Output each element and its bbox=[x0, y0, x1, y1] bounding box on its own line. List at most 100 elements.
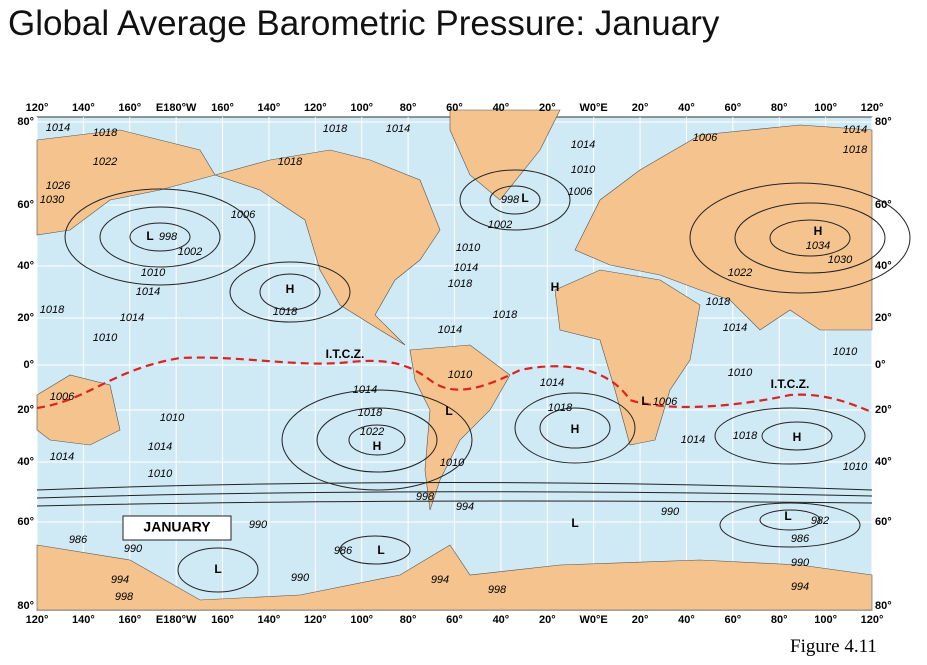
pressure-center: L bbox=[784, 509, 791, 523]
isobar-label: 998 bbox=[501, 194, 520, 206]
isobar-label: 982 bbox=[811, 515, 829, 527]
isobar-label: 1014 bbox=[681, 434, 705, 446]
isobar-label: 1014 bbox=[454, 262, 478, 274]
isobar-label: 1026 bbox=[46, 180, 71, 192]
latitude-label: 40° bbox=[875, 456, 892, 468]
latitude-label: 60° bbox=[875, 199, 892, 211]
longitude-label: 140° bbox=[258, 102, 281, 114]
isobar-label: 1002 bbox=[488, 219, 512, 231]
pressure-center: H bbox=[793, 430, 802, 444]
pressure-center: L bbox=[445, 404, 452, 418]
longitude-label: W0°E bbox=[580, 614, 608, 626]
isobar-label: 1030 bbox=[828, 254, 853, 266]
month-box bbox=[122, 515, 232, 541]
isobar-label: 1030 bbox=[40, 194, 65, 206]
longitude-label: 120° bbox=[26, 614, 49, 626]
latitude-label: 0° bbox=[875, 359, 886, 371]
isobar-label: 1018 bbox=[278, 156, 303, 168]
isobar-label: 1006 bbox=[568, 186, 593, 198]
isobar-label: 1010 bbox=[93, 332, 118, 344]
isobar-label: 1014 bbox=[571, 139, 595, 151]
latitude-label: 80° bbox=[17, 600, 34, 612]
latitude-label: 40° bbox=[17, 456, 34, 468]
latitude-label: 80° bbox=[875, 116, 892, 128]
isobar-label: 1010 bbox=[448, 369, 473, 381]
latitude-label: 20° bbox=[875, 404, 892, 416]
pressure-center: L bbox=[146, 229, 153, 243]
isobar-label: 990 bbox=[249, 519, 268, 531]
pressure-center: L bbox=[377, 543, 384, 557]
isobar-label: 1018 bbox=[358, 407, 383, 419]
isobar-label: 998 bbox=[488, 584, 507, 596]
isobar-label: 1014 bbox=[438, 324, 462, 336]
isobar-label: 1014 bbox=[46, 122, 70, 134]
longitude-label: 80° bbox=[400, 614, 417, 626]
pressure-center: I.T.C.Z. bbox=[771, 377, 810, 391]
isobar-label: 1018 bbox=[548, 402, 573, 414]
isobar-label: 1010 bbox=[160, 412, 185, 424]
isobar-label: 986 bbox=[334, 545, 353, 557]
longitude-label: 120° bbox=[304, 614, 327, 626]
longitude-label: 60° bbox=[725, 102, 742, 114]
latitude-label: 0° bbox=[23, 359, 34, 371]
longitude-label: 120° bbox=[26, 102, 49, 114]
isobar-label: 994 bbox=[431, 574, 449, 586]
isobar-label: 1018 bbox=[493, 309, 518, 321]
latitude-label: 20° bbox=[17, 404, 34, 416]
isobar-label: 1014 bbox=[136, 286, 160, 298]
isobars bbox=[36, 169, 911, 593]
month-label: JANUARY bbox=[143, 519, 211, 535]
isobar-label: 1002 bbox=[178, 246, 202, 258]
pressure-center: L bbox=[571, 516, 578, 530]
latitude-label: 60° bbox=[875, 516, 892, 528]
isobar-label: 994 bbox=[111, 574, 129, 586]
longitude-label: 60° bbox=[725, 614, 742, 626]
longitude-label: 120° bbox=[861, 102, 884, 114]
pressure-center: I.T.C.Z. bbox=[326, 347, 365, 361]
isobar-label: 1034 bbox=[806, 240, 830, 252]
isobar-label: 1022 bbox=[728, 267, 752, 279]
longitude-label: 20° bbox=[539, 614, 556, 626]
isobar-label: 1014 bbox=[353, 384, 377, 396]
figure-label: Figure 4.11 bbox=[790, 636, 877, 657]
longitude-label: 140° bbox=[72, 102, 95, 114]
pressure-center: L bbox=[521, 191, 528, 205]
longitude-label: 40° bbox=[493, 102, 510, 114]
longitude-label: 100° bbox=[350, 614, 373, 626]
isobar-label: 1014 bbox=[148, 441, 172, 453]
longitude-label: 120° bbox=[304, 102, 327, 114]
latitude-label: 60° bbox=[17, 516, 34, 528]
isobar-label: 1010 bbox=[141, 267, 166, 279]
latitude-label: 60° bbox=[17, 199, 34, 211]
isobar-label: 1010 bbox=[833, 346, 858, 358]
isobar-label: 1014 bbox=[540, 377, 564, 389]
longitude-label: 120° bbox=[861, 614, 884, 626]
isobar-label: 1018 bbox=[93, 127, 118, 139]
isobar-label: 1022 bbox=[93, 156, 117, 168]
isobar-label: 998 bbox=[416, 491, 435, 503]
pressure-center: H bbox=[551, 280, 560, 294]
isobar-label: 1018 bbox=[706, 296, 731, 308]
longitude-label: 140° bbox=[72, 614, 95, 626]
longitude-label: 40° bbox=[678, 614, 695, 626]
pressure-center: H bbox=[814, 224, 823, 238]
isobar-label: 990 bbox=[124, 543, 143, 555]
isobar-label: 986 bbox=[69, 534, 88, 546]
pressure-center: H bbox=[286, 282, 295, 296]
pressure-center: H bbox=[571, 422, 580, 436]
longitude-label: 100° bbox=[814, 614, 837, 626]
isobar-label: 1014 bbox=[386, 123, 410, 135]
longitude-label: 40° bbox=[678, 102, 695, 114]
longitude-label: 20° bbox=[632, 614, 649, 626]
longitude-label: 140° bbox=[258, 614, 281, 626]
isobar-label: 998 bbox=[115, 591, 134, 603]
map: JANUARY 120° 120° 140° 140° 160° 160° E180°W E1… bbox=[17, 102, 911, 626]
isobar-label: 990 bbox=[661, 506, 680, 518]
longitude-label: 20° bbox=[632, 102, 649, 114]
longitude-label: E180°W bbox=[156, 614, 197, 626]
isobar-label: 1022 bbox=[360, 426, 384, 438]
isobar-label: 1018 bbox=[448, 278, 473, 290]
isobar-label: 1018 bbox=[273, 306, 298, 318]
isobar-label: 1014 bbox=[843, 124, 867, 136]
